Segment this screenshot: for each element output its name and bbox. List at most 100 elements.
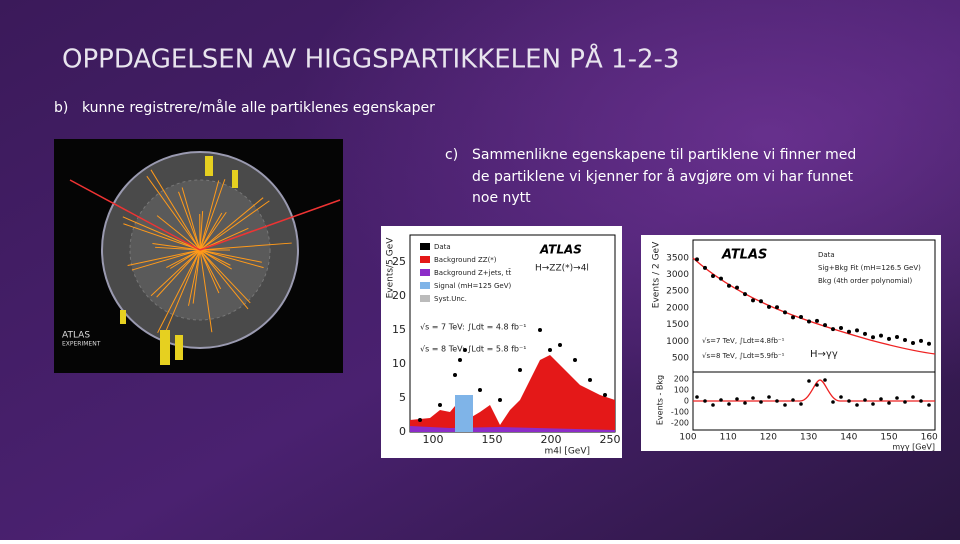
data-point [799, 402, 803, 406]
data-point [863, 332, 867, 336]
data-point [719, 398, 723, 402]
x-tick-label: 100 [679, 433, 696, 443]
legend-swatch [420, 256, 430, 263]
legend-swatch [420, 243, 430, 250]
data-point [458, 358, 462, 362]
x-tick-label: 250 [600, 433, 621, 446]
data-point [887, 337, 891, 341]
x-tick-label: 140 [840, 433, 857, 443]
axis-label: mγγ [GeV] [892, 443, 935, 452]
data-point [703, 266, 707, 270]
legend-swatch [420, 269, 430, 276]
y-tick-label: 200 [674, 375, 689, 384]
x-tick-label: 200 [541, 433, 562, 446]
data-point [695, 395, 699, 399]
data-point [558, 343, 562, 347]
y-tick-label: 0 [684, 397, 689, 406]
data-point [863, 398, 867, 402]
data-point [767, 395, 771, 399]
legend-label: Bkg (4th order polynomial) [818, 277, 913, 285]
axis-label: Events - Bkg [656, 375, 665, 425]
data-point [438, 403, 442, 407]
data-point [839, 395, 843, 399]
data-point [743, 401, 747, 405]
legend-swatch [420, 295, 430, 302]
data-point [695, 257, 699, 261]
label: ATLAS [62, 331, 90, 341]
annotation: √s = 8 TeV: ∫Ldt = 5.8 fb⁻¹ [420, 345, 526, 354]
y-tick-label: 3500 [666, 253, 689, 263]
y-tick-label: 1000 [666, 337, 689, 347]
bullet-marker: b) [54, 100, 68, 116]
data-point [879, 397, 883, 401]
data-point [603, 393, 607, 397]
brand: ATLAS [539, 243, 582, 257]
data-point [759, 299, 763, 303]
legend-label: Syst.Unc. [434, 295, 467, 303]
data-point [799, 315, 803, 319]
data-point [911, 341, 915, 345]
data-point [791, 398, 795, 402]
channel: H→γγ [810, 349, 838, 360]
y-tick-label: 2000 [666, 303, 689, 313]
data-point [871, 402, 875, 406]
data-point [919, 339, 923, 343]
legend-label: Signal (mH=125 GeV) [434, 282, 512, 290]
data-point [727, 284, 731, 288]
y-tick-label: -200 [671, 419, 689, 428]
y-tick-label: 15 [392, 323, 406, 336]
annotation: √s=7 TeV, ∫Ldt=4.8fb⁻¹ [702, 337, 785, 345]
annotation: √s = 7 TeV: ∫Ldt = 4.8 fb⁻¹ [420, 323, 526, 332]
legend-label: Data [818, 251, 835, 259]
data-point [879, 334, 883, 338]
legend-label: Data [434, 243, 451, 251]
y-tick-label: 0 [399, 425, 406, 438]
x-tick-label: 160 [921, 433, 938, 443]
data-point [548, 348, 552, 352]
data-point [855, 403, 859, 407]
axis-label: Events / 2 GeV [652, 241, 662, 308]
data-point [719, 277, 723, 281]
x-tick-label: 150 [880, 433, 897, 443]
data-point [711, 274, 715, 278]
data-point [831, 400, 835, 404]
label: EXPERIMENT [62, 341, 101, 348]
data-point [538, 328, 542, 332]
data-point [911, 395, 915, 399]
data-point [711, 403, 715, 407]
y-tick-label: 3000 [666, 270, 689, 280]
data-point [887, 401, 891, 405]
data-point [895, 396, 899, 400]
x-tick-label: 110 [720, 433, 737, 443]
bullet-text: noe nytt [472, 190, 531, 206]
legend-swatch [420, 282, 430, 289]
bullet-text: kunne registrere/måle alle partiklenes e… [82, 99, 435, 116]
data-point [588, 378, 592, 382]
y-tick-label: 2500 [666, 287, 689, 297]
data-point [823, 323, 827, 327]
data-point [783, 310, 787, 314]
data-point [703, 399, 707, 403]
event-display: ATLAS EXPERIMENT [54, 139, 343, 373]
data-point [498, 398, 502, 402]
data-point [759, 400, 763, 404]
data-point [775, 399, 779, 403]
bullet-marker: c) [445, 147, 458, 163]
data-point [903, 400, 907, 404]
gg-plot: 5001000150020002500300035002001000-100-2… [641, 235, 941, 452]
data-point [573, 358, 577, 362]
data-point [847, 330, 851, 334]
x-tick-label: 150 [482, 433, 503, 446]
data-point [919, 399, 923, 403]
legend-label: Background Z+jets, tt̄ [434, 268, 511, 277]
data-point [783, 403, 787, 407]
y-tick-label: -100 [671, 408, 689, 417]
x-tick-label: 100 [423, 433, 444, 446]
data-point [823, 378, 827, 382]
y-tick-label: 1500 [666, 320, 689, 330]
y-tick-label: 5 [399, 391, 406, 404]
bullet-text: Sammenlikne egenskapene til partiklene v… [472, 147, 856, 163]
data-point [478, 388, 482, 392]
